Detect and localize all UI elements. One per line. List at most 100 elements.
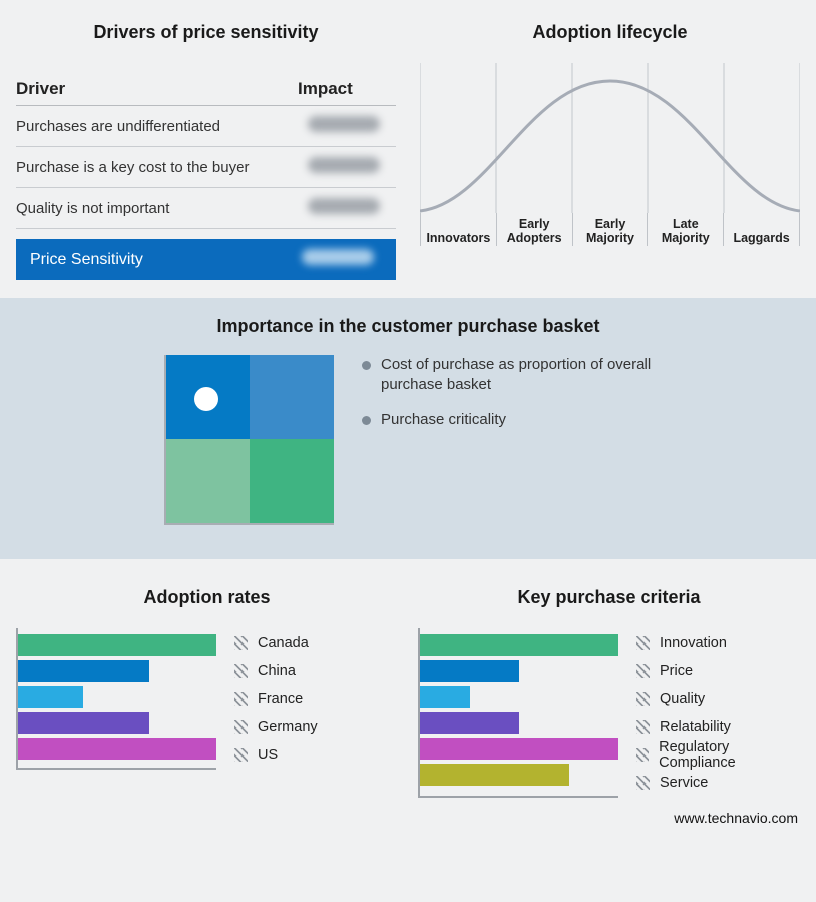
legend-label: France (258, 691, 303, 707)
bell-curve (420, 81, 800, 211)
axis-seg: Early Majority (573, 213, 649, 246)
bar (18, 686, 83, 708)
legend-swatch (636, 664, 650, 678)
legend-row: Relatability (636, 714, 800, 740)
legend-label: Quality (660, 691, 705, 707)
summary-value (302, 249, 382, 270)
legend-label: Regulatory Compliance (659, 739, 800, 771)
criteria-chart: Innovation Price Quality Relatability Regula… (418, 628, 800, 798)
bar (420, 686, 470, 708)
legend-text: Purchase criticality (381, 410, 506, 430)
bar (420, 764, 569, 786)
driver-impact (308, 157, 388, 177)
legend-swatch (636, 748, 649, 762)
bar (420, 634, 618, 656)
legend-row: Regulatory Compliance (636, 742, 800, 768)
criteria-bars (418, 628, 618, 798)
legend-row: US (234, 742, 398, 768)
driver-label: Quality is not important (16, 200, 308, 217)
blurred-value (308, 157, 380, 173)
lifecycle-chart: Innovators Early Adopters Early Majority… (420, 63, 800, 246)
legend-label: Innovation (660, 635, 727, 651)
quadrant-legend: Cost of purchase as proportion of overal… (362, 355, 652, 525)
legend-swatch (234, 692, 248, 706)
drivers-table: Driver Impact Purchases are undifferenti… (16, 79, 396, 280)
legend-row: Service (636, 770, 800, 796)
adoption-rates-panel: Adoption rates Canada China France Germany U… (16, 587, 398, 798)
bottom-row: Adoption rates Canada China France Germany U… (0, 559, 816, 802)
driver-impact (308, 198, 388, 218)
criteria-legend: Innovation Price Quality Relatability Regula… (636, 628, 800, 798)
footer-source: www.technavio.com (0, 802, 816, 848)
adoption-bars (16, 628, 216, 770)
bullet-icon (362, 361, 371, 370)
quadrant-title: Importance in the customer purchase bask… (16, 316, 800, 337)
legend-label: Price (660, 663, 693, 679)
quad-br (250, 439, 334, 523)
legend-label: China (258, 663, 296, 679)
legend-row: Price (636, 658, 800, 684)
bar (18, 712, 149, 734)
axis-seg: Laggards (724, 213, 800, 246)
legend-label: Service (660, 775, 708, 791)
adoption-rates-title: Adoption rates (16, 587, 398, 608)
legend-row: China (234, 658, 398, 684)
bar (420, 712, 519, 734)
quadrant-section: Importance in the customer purchase bask… (0, 298, 816, 559)
legend-label: Relatability (660, 719, 731, 735)
quadrant-content: Cost of purchase as proportion of overal… (16, 355, 800, 525)
lifecycle-title: Adoption lifecycle (420, 22, 800, 43)
bullet-icon (362, 416, 371, 425)
col-driver: Driver (16, 79, 298, 99)
lifecycle-axis: Innovators Early Adopters Early Majority… (420, 213, 800, 246)
blurred-value (302, 249, 374, 265)
adoption-rates-chart: Canada China France Germany US (16, 628, 398, 770)
driver-impact (308, 116, 388, 136)
quadrant-marker (194, 387, 218, 411)
top-row: Drivers of price sensitivity Driver Impa… (0, 0, 816, 298)
legend-label: Canada (258, 635, 309, 651)
bar (420, 738, 618, 760)
bar (420, 660, 519, 682)
criteria-title: Key purchase criteria (418, 587, 800, 608)
legend-row: Germany (234, 714, 398, 740)
adoption-legend: Canada China France Germany US (234, 628, 398, 770)
driver-row: Purchases are undifferentiated (16, 106, 396, 147)
legend-swatch (636, 776, 650, 790)
bar (18, 738, 216, 760)
legend-item: Purchase criticality (362, 410, 652, 430)
legend-swatch (234, 720, 248, 734)
drivers-panel: Drivers of price sensitivity Driver Impa… (16, 22, 396, 280)
driver-label: Purchase is a key cost to the buyer (16, 159, 308, 176)
lifecycle-panel: Adoption lifecycle Innovators Early Adop… (420, 22, 800, 280)
summary-label: Price Sensitivity (30, 251, 302, 269)
drivers-summary: Price Sensitivity (16, 239, 396, 280)
quad-tr (250, 355, 334, 439)
col-impact: Impact (298, 79, 388, 99)
lifecycle-svg (420, 63, 800, 213)
legend-swatch (234, 636, 248, 650)
legend-row: Quality (636, 686, 800, 712)
axis-seg: Early Adopters (497, 213, 573, 246)
legend-swatch (636, 636, 650, 650)
legend-row: Canada (234, 630, 398, 656)
legend-item: Cost of purchase as proportion of overal… (362, 355, 652, 396)
driver-row: Purchase is a key cost to the buyer (16, 147, 396, 188)
legend-text: Cost of purchase as proportion of overal… (381, 355, 652, 396)
criteria-panel: Key purchase criteria Innovation Price Qua… (418, 587, 800, 798)
legend-label: Germany (258, 719, 318, 735)
legend-row: France (234, 686, 398, 712)
legend-swatch (636, 692, 650, 706)
blurred-value (308, 116, 380, 132)
legend-label: US (258, 747, 278, 763)
legend-row: Innovation (636, 630, 800, 656)
legend-swatch (234, 664, 248, 678)
axis-seg: Innovators (421, 213, 497, 246)
driver-row: Quality is not important (16, 188, 396, 229)
bar (18, 634, 216, 656)
blurred-value (308, 198, 380, 214)
quadrant-matrix (164, 355, 334, 525)
bar (18, 660, 149, 682)
legend-swatch (234, 748, 248, 762)
legend-swatch (636, 720, 650, 734)
